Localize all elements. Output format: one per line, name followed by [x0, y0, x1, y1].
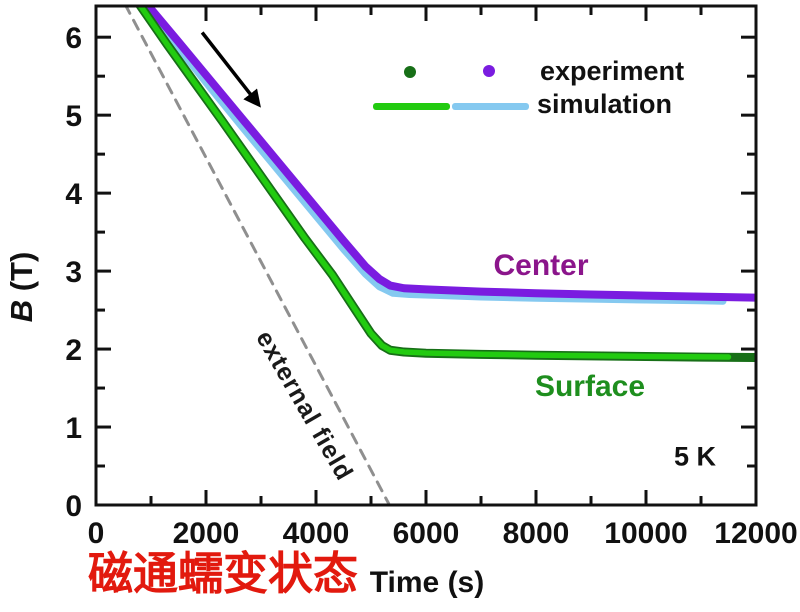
svg-text:4: 4: [65, 178, 82, 211]
svg-text:5: 5: [65, 100, 82, 133]
svg-text:4000: 4000: [283, 517, 350, 550]
ramp-direction-arrow: [200, 31, 261, 108]
svg-text:1: 1: [65, 412, 82, 445]
axis-tick-labels: 0 2000 4000 6000 8000 10000 12000 0 1 2 3 4 5 6: [65, 22, 797, 550]
series-group: [125, 7, 755, 504]
x-axis-title: Time (s): [369, 566, 485, 599]
svg-text:2: 2: [65, 334, 82, 367]
svg-text:0: 0: [88, 517, 105, 550]
legend-label-experiment: experiment: [540, 55, 685, 86]
y-axis-title: B (T): [4, 252, 40, 323]
series-external-field: [125, 7, 391, 504]
svg-text:3: 3: [65, 256, 82, 289]
series-surface-simulation: [138, 7, 732, 360]
svg-text:10000: 10000: [604, 517, 687, 550]
legend-dot-surface-experiment: [404, 66, 416, 78]
flux-creep-annotation: 磁通蠕变状态: [88, 548, 359, 599]
svg-text:6: 6: [65, 22, 82, 55]
center-curve-label: Center: [493, 249, 589, 282]
svg-text:2000: 2000: [173, 517, 240, 550]
y-axis-title-symbol: B: [4, 299, 39, 323]
svg-text:12000: 12000: [714, 517, 797, 550]
temperature-label: 5 K: [673, 441, 717, 472]
legend-dot-center-experiment: [483, 65, 495, 77]
plot-frame: [94, 4, 758, 507]
svg-text:8000: 8000: [503, 517, 570, 550]
surface-curve-label: Surface: [534, 370, 646, 403]
series-center-simulation: [146, 7, 727, 305]
legend-line-surface-simulation: [373, 103, 450, 110]
legend-line-center-simulation: [452, 103, 529, 110]
svg-text:6000: 6000: [393, 517, 460, 550]
series-center-experiment: [144, 7, 755, 302]
legend-label-simulation: simulation: [537, 88, 673, 119]
y-axis-title-unit: (T): [4, 251, 39, 300]
svg-text:0: 0: [65, 490, 82, 523]
